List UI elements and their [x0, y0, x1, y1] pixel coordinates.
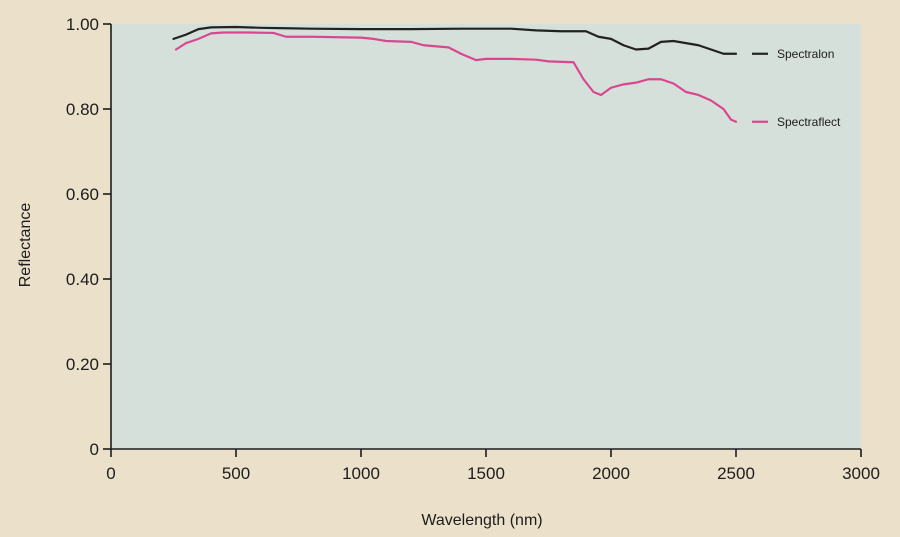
axes-layer: 0 500 1000 1500 2000 2500 3000 0 0.20 0.40 0.60 0.8…: [66, 15, 880, 483]
plot-area: [111, 24, 861, 449]
plot-background-layer: [111, 24, 861, 449]
y-tick-label: 1.00: [66, 15, 99, 34]
x-tick-label: 0: [106, 464, 115, 483]
legend-label-spectraflect: Spectraflect: [777, 115, 841, 129]
y-tick-label: 0.80: [66, 100, 99, 119]
x-tick-label: 1500: [467, 464, 505, 483]
series-layer: [172, 25, 738, 123]
x-tick-label: 1000: [342, 464, 380, 483]
y-tick-label: 0: [90, 440, 99, 459]
legend-layer: Spectralon Spectraflect: [752, 47, 841, 129]
y-tick-label: 0.20: [66, 355, 99, 374]
x-axis-title: Wavelength (nm): [421, 512, 542, 529]
legend-label-spectralon: Spectralon: [777, 47, 834, 61]
y-tick-label: 0.40: [66, 270, 99, 289]
series-line-spectralon: [172, 25, 738, 55]
series-line-spectraflect: [174, 31, 738, 123]
y-tick-label: 0.60: [66, 185, 99, 204]
x-tick-label: 2000: [592, 464, 630, 483]
x-tick-label: 3000: [842, 464, 880, 483]
x-tick-label: 2500: [717, 464, 755, 483]
y-axis-title: Reflectance: [17, 203, 34, 288]
x-tick-label: 500: [222, 464, 250, 483]
